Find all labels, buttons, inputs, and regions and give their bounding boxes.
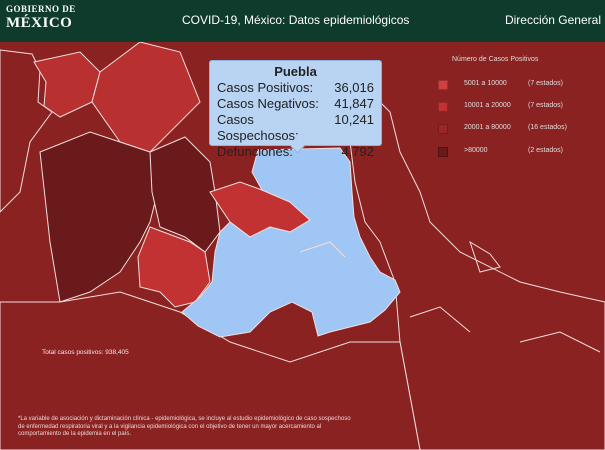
tooltip-value: 41,847 <box>334 96 374 111</box>
legend-swatch <box>438 80 448 90</box>
state-region-north-light[interactable] <box>33 51 101 118</box>
page-title: COVID-19, México: Datos epidemiológicos <box>182 13 410 27</box>
legend-swatch <box>438 124 448 134</box>
header-right-link[interactable]: Dirección General <box>504 13 601 27</box>
logo-line2: MÉXICO <box>6 15 73 31</box>
tooltip-label: Casos Negativos: <box>217 96 319 111</box>
tooltip-value: 4,792 <box>341 144 374 159</box>
legend-range: 10001 a 20000 <box>464 102 511 109</box>
tooltip-value: 36,016 <box>334 80 374 95</box>
legend-title: Número de Casos Positivos <box>452 56 539 63</box>
tooltip-label: Casos Sospechosos: <box>217 112 299 143</box>
tooltip-row: Casos Positivos: 36,016 <box>217 80 374 96</box>
tooltip-row: Defunciones: 4,792 <box>217 144 374 160</box>
legend-count: (16 estados) <box>528 124 567 131</box>
tooltip-row: Casos Negativos: 41,847 <box>217 96 374 112</box>
tooltip-state-name: Puebla <box>274 64 317 79</box>
legend-count: (2 estados) <box>528 147 564 154</box>
state-region-center-dark[interactable] <box>149 136 221 253</box>
state-tooltip: Puebla Casos Positivos: 36,016 Casos Neg… <box>209 60 382 159</box>
legend-range: 5001 a 10000 <box>464 80 507 87</box>
tooltip-value: 10,241 <box>334 112 374 127</box>
selected-state-puebla[interactable] <box>181 147 401 338</box>
state-region-south[interactable] <box>0 291 421 450</box>
total-positive-cases: Total casos positivos: 938,405 <box>42 349 129 356</box>
state-region-small-light[interactable] <box>137 226 211 308</box>
legend-count: (7 estados) <box>528 80 564 87</box>
legend-item[interactable]: 10001 a 20000 (7 estados) <box>438 101 605 113</box>
top-header: GOBIERNO DE MÉXICO COVID-19, México: Dat… <box>0 0 605 42</box>
state-region-north-center[interactable] <box>91 42 201 153</box>
logo-line1: GOBIERNO DE <box>6 4 76 14</box>
legend-item[interactable]: 20001 a 80000 (16 estados) <box>438 123 605 135</box>
tooltip-label: Casos Positivos: <box>217 80 314 95</box>
footnote: *La variable de asociación y dictaminaci… <box>18 416 351 437</box>
gobierno-logo[interactable]: GOBIERNO DE MÉXICO <box>6 5 76 31</box>
legend-swatch <box>438 147 448 157</box>
state-border-detail <box>299 241 601 353</box>
state-region-west-dark[interactable] <box>39 131 161 303</box>
tooltip-row: Casos Sospechosos: 10,241 <box>217 112 374 144</box>
legend-range: 20001 a 80000 <box>464 124 511 131</box>
legend-item[interactable]: 5001 a 10000 (7 estados) <box>438 79 605 91</box>
coast-line <box>469 240 501 273</box>
tooltip-label: Defunciones: <box>217 144 293 159</box>
legend-count: (7 estados) <box>528 102 564 109</box>
state-region-east-gulf[interactable] <box>339 91 605 450</box>
legend-range: >80000 <box>464 147 488 154</box>
legend-item[interactable]: >80000 (2 estados) <box>438 146 605 158</box>
legend-swatch <box>438 102 448 112</box>
